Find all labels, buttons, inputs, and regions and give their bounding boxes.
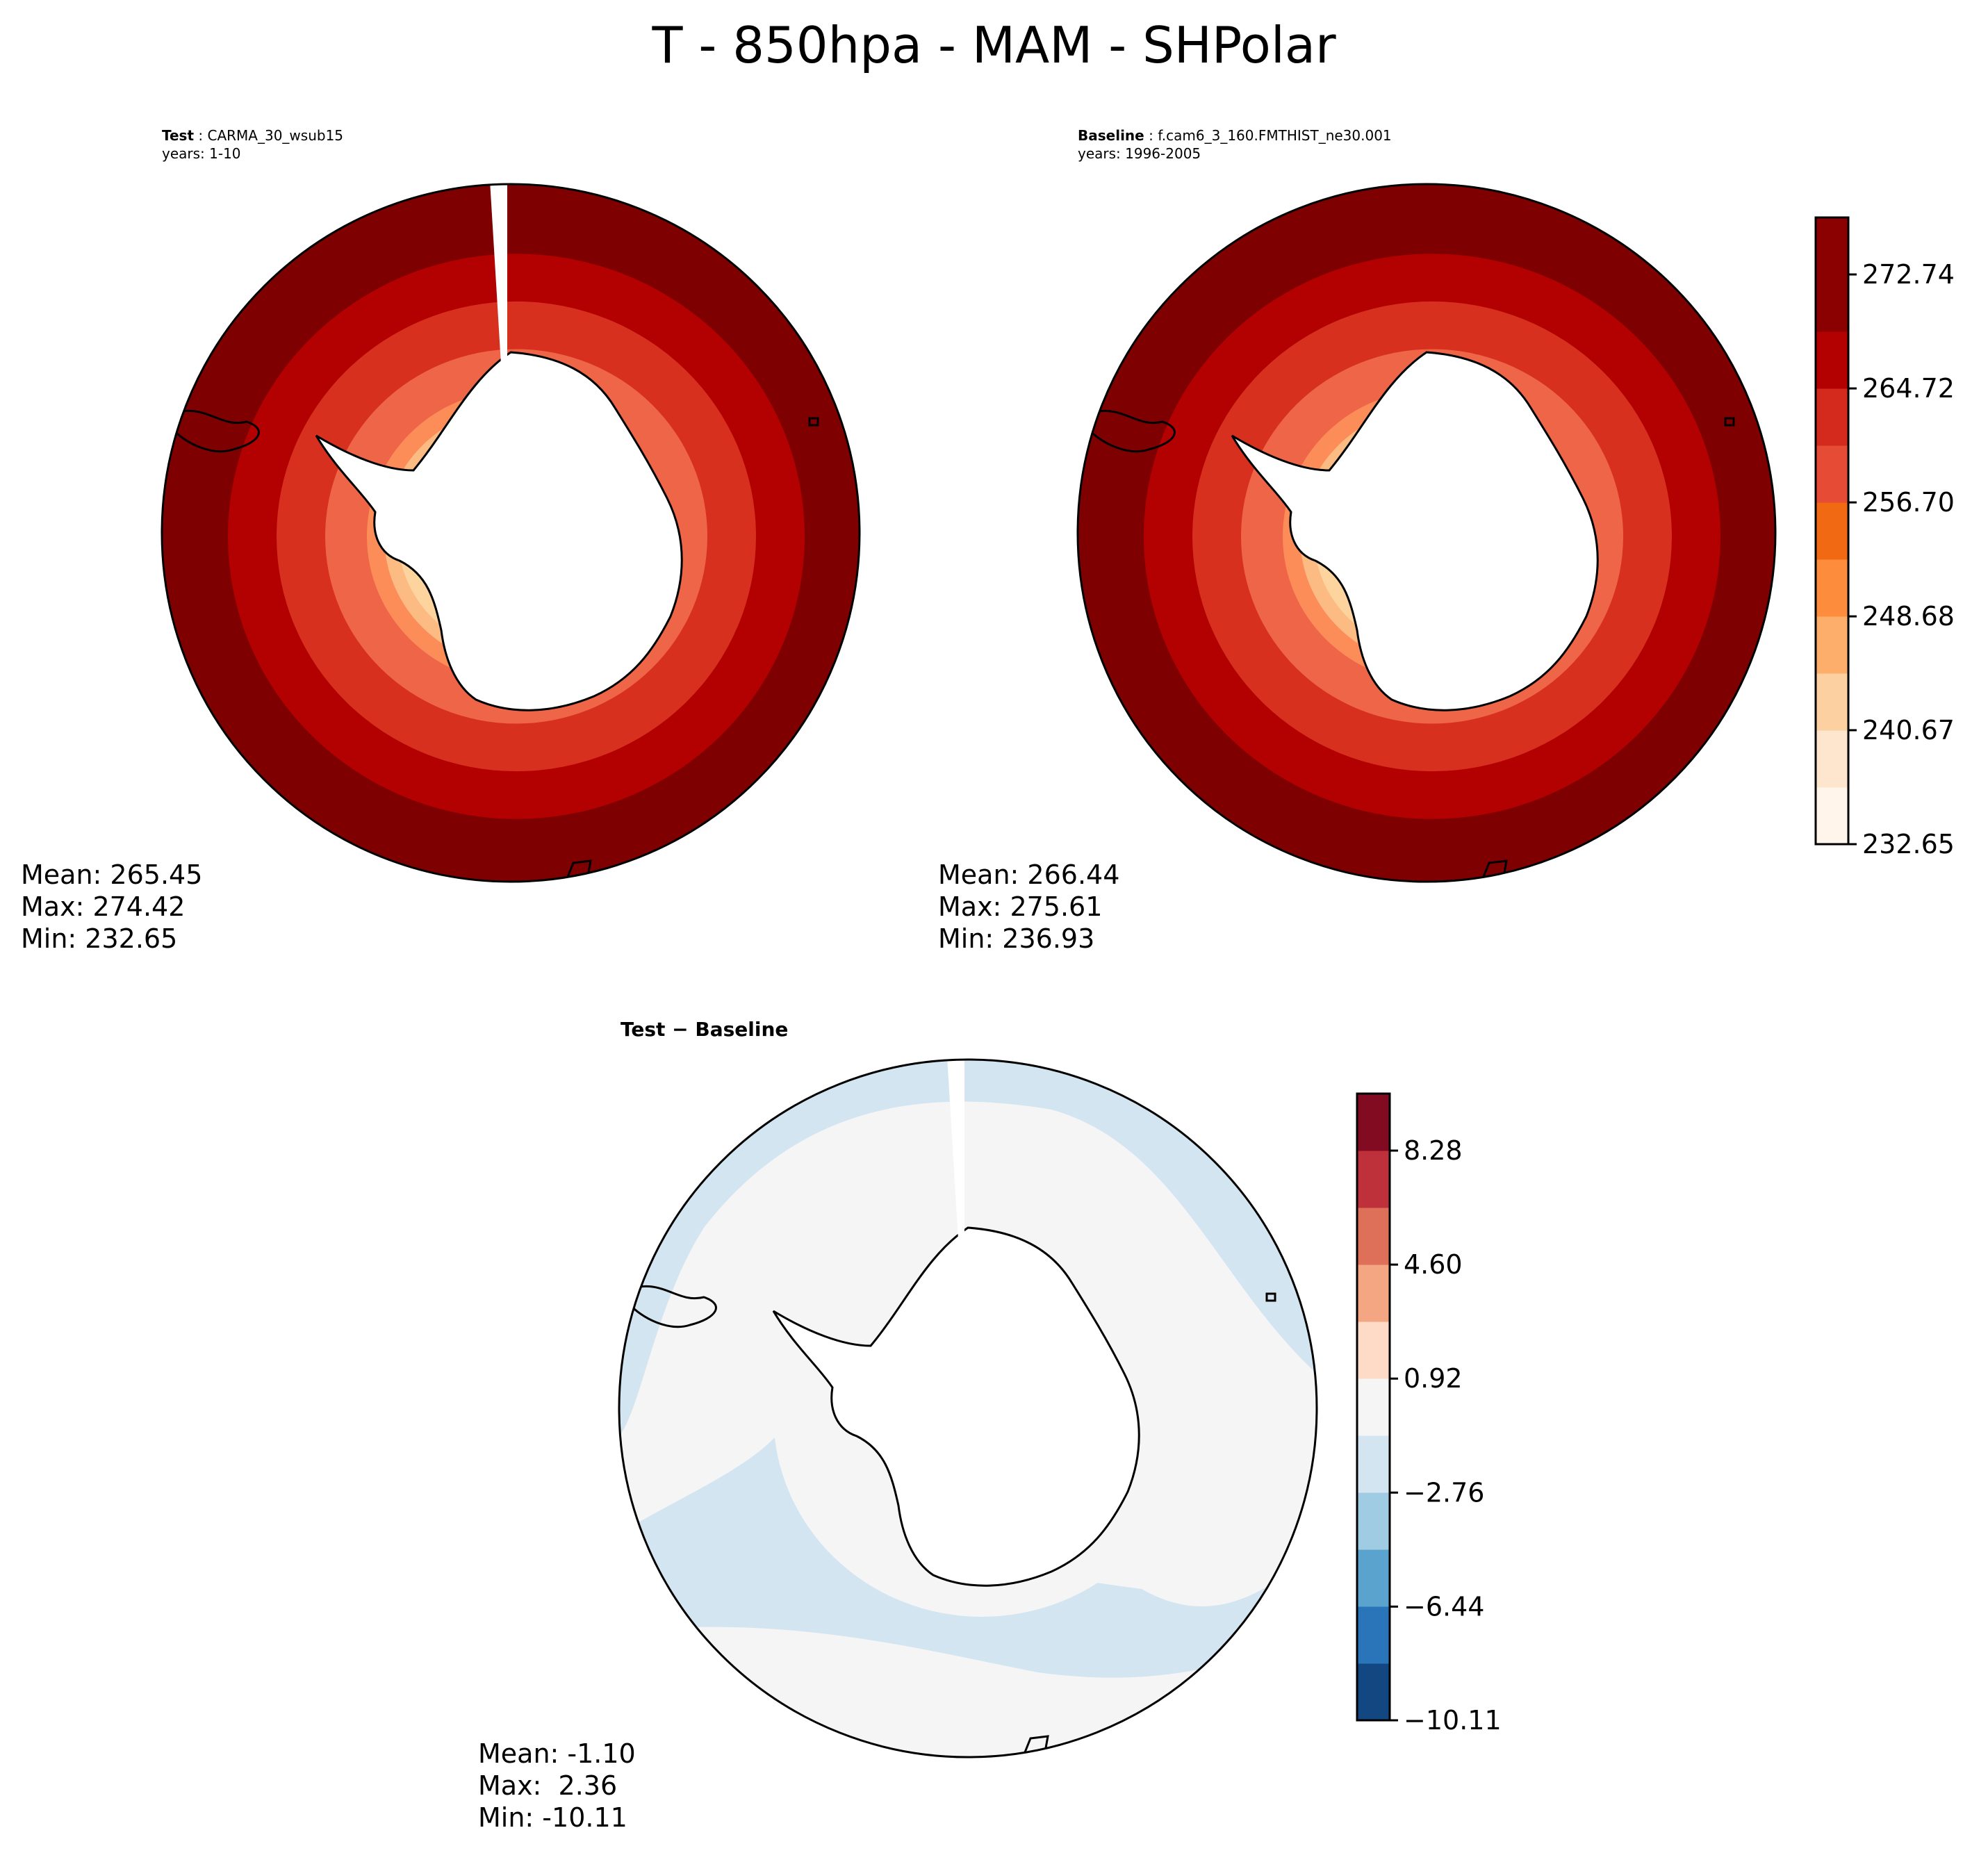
colorbar-tick-label: 264.72	[1862, 373, 1955, 404]
colorbar-bin	[1816, 217, 1848, 275]
island	[1265, 1292, 1276, 1302]
colorbar-bin	[1816, 274, 1848, 332]
test-min: Min: 232.65	[21, 923, 178, 954]
colorbar-tick-label: 232.65	[1862, 829, 1955, 859]
south-america-coastline	[168, 409, 260, 453]
diff-mean: Mean: -1.10	[478, 1738, 636, 1769]
island	[1022, 1735, 1049, 1756]
baseline-label: Baseline	[1078, 127, 1144, 144]
colorbar-bin	[1357, 1549, 1390, 1607]
diff-stats: Mean: -1.10 Max: 2.36 Min: -10.11	[478, 1738, 636, 1834]
colorbar-tick-label: 256.70	[1862, 487, 1955, 518]
colorbar-bin	[1357, 1606, 1390, 1664]
figure-title: T - 850hpa - MAM - SHPolar	[652, 16, 1336, 74]
diff-map	[619, 1060, 1317, 1757]
south-america-coastline	[625, 1285, 717, 1328]
colorbar-frame	[1814, 216, 1850, 846]
diff-max: Max: 2.36	[478, 1770, 618, 1801]
colorbar-tick-label: −6.44	[1404, 1591, 1484, 1622]
colorbar-bin	[1357, 1208, 1390, 1265]
test-max: Max: 274.42	[21, 891, 186, 922]
colorbar-bin	[1357, 1265, 1390, 1322]
island	[1481, 859, 1508, 881]
test-label: Test	[162, 127, 195, 144]
colorbar-bin	[1816, 673, 1848, 731]
colorbar-bin	[1816, 559, 1848, 617]
south-america-coastline	[1084, 409, 1176, 453]
map-boundary	[618, 1058, 1318, 1759]
baseline-mean: Mean: 266.44	[938, 859, 1120, 890]
baseline-stats: Mean: 266.44 Max: 275.61 Min: 236.93	[938, 859, 1119, 955]
colorbar-bin	[1357, 1321, 1390, 1379]
colorbar-bin	[1816, 616, 1848, 674]
test-stats: Mean: 265.45 Max: 274.42 Min: 232.65	[21, 859, 202, 955]
test-years: years: 1-10	[162, 145, 241, 162]
colorbar-frame	[1356, 1092, 1391, 1722]
test-panel-title: Test : CARMA_30_wsub15 years: 1-10	[162, 127, 344, 162]
colorbar-bin	[1357, 1435, 1390, 1493]
colorbar-bin	[1357, 1151, 1390, 1208]
colorbar-tick-label: 4.60	[1404, 1249, 1463, 1280]
colorbar-bin	[1816, 388, 1848, 446]
colorbar-tick-label: 240.67	[1862, 715, 1955, 746]
colorbar-tick-label: 272.74	[1862, 259, 1955, 290]
island	[565, 859, 592, 881]
colorbar-tick-label: 8.28	[1404, 1135, 1463, 1166]
diff-panel-title: Test − Baseline	[621, 1018, 789, 1041]
baseline-years: years: 1996-2005	[1078, 145, 1201, 162]
missing-data-gap	[490, 184, 507, 387]
map-boundary	[1076, 183, 1777, 883]
island	[1724, 417, 1735, 427]
difference-colorbar: −10.11 −6.44 −2.76 0.92 4.60 8.28	[1356, 1092, 1502, 1736]
island	[808, 417, 819, 427]
colorbar-bin	[1357, 1492, 1390, 1550]
colorbar-tick-label: 248.68	[1862, 601, 1955, 632]
colorbar-tick-label: 0.92	[1404, 1363, 1463, 1394]
colorbar-bin	[1816, 445, 1848, 503]
test-map	[162, 184, 860, 882]
baseline-panel-title: Baseline : f.cam6_3_160.FMTHIST_ne30.001…	[1078, 127, 1392, 162]
baseline-max: Max: 275.61	[938, 891, 1103, 922]
colorbar-tick-label: −2.76	[1404, 1477, 1484, 1508]
baseline-map	[1078, 184, 1775, 882]
colorbar-bin	[1816, 787, 1848, 845]
map-boundary	[161, 183, 861, 883]
colorbar-bin	[1357, 1378, 1390, 1436]
diff-min: Min: -10.11	[478, 1802, 627, 1833]
colorbar-bin	[1816, 730, 1848, 788]
baseline-min: Min: 236.93	[938, 923, 1095, 954]
absolute-colorbar: 232.65 240.67 248.68 256.70 264.72 272.74	[1814, 216, 1955, 859]
colorbar-bin	[1816, 331, 1848, 389]
colorbar-bin	[1357, 1094, 1390, 1151]
negative-region-north	[619, 1060, 1317, 1436]
colorbar-bin	[1357, 1663, 1390, 1721]
colorbar-bin	[1816, 502, 1848, 560]
colorbar-tick-label: −10.11	[1404, 1705, 1502, 1736]
map-frames	[161, 183, 1777, 1759]
missing-data-gap	[947, 1060, 964, 1262]
test-case-name: CARMA_30_wsub15	[207, 127, 344, 144]
baseline-case-name: f.cam6_3_160.FMTHIST_ne30.001	[1158, 127, 1392, 144]
test-mean: Mean: 265.45	[21, 859, 203, 890]
